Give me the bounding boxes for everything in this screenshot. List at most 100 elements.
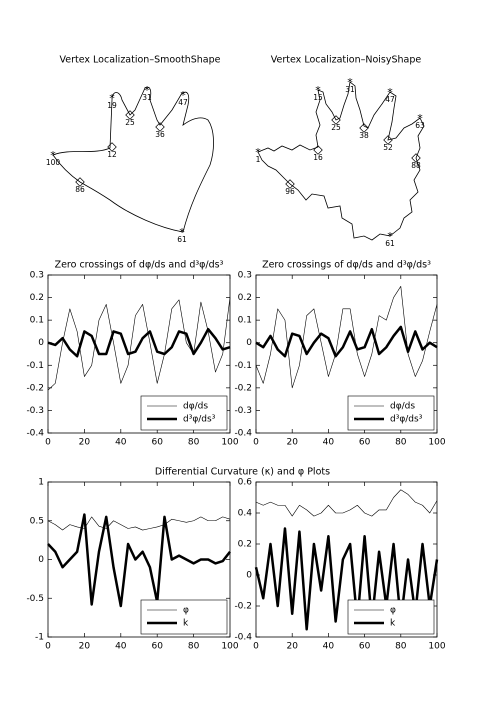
series-line xyxy=(47,297,231,391)
vertex-label: 19 xyxy=(107,101,117,110)
x-tick-label: 20 xyxy=(286,642,298,652)
vertex-label: 1 xyxy=(256,155,261,164)
x-tick-label: 20 xyxy=(79,438,91,448)
y-tick-label: 0.2 xyxy=(238,293,252,303)
vertex-diamond xyxy=(155,122,165,132)
vertex-star: * xyxy=(347,76,353,89)
y-tick-label: -0.5 xyxy=(26,594,44,604)
y-tick-label: -0.2 xyxy=(26,383,44,393)
diagram-title: Vertex Localization–NoisyShape xyxy=(271,55,422,66)
x-tick-label: 80 xyxy=(188,438,200,448)
vertex-label: 100 xyxy=(46,158,61,167)
vertex-diamond xyxy=(75,177,85,187)
axes-box xyxy=(255,274,438,434)
y-tick-label: 0 xyxy=(246,338,252,348)
y-tick-label: -1 xyxy=(35,633,44,643)
vertex-star: * xyxy=(144,84,150,97)
chart-title: Differential Curvature (κ) and φ Plots xyxy=(155,467,330,478)
x-tick-label: 100 xyxy=(221,642,238,652)
legend-box xyxy=(140,599,228,635)
x-tick-label: 80 xyxy=(188,642,200,652)
series-line xyxy=(47,327,231,358)
legend-label: k xyxy=(390,619,396,629)
y-tick-label: 1 xyxy=(38,478,44,488)
y-tick-label: 0 xyxy=(246,571,252,581)
x-tick-label: 40 xyxy=(115,642,127,652)
x-tick-label: 100 xyxy=(221,438,238,448)
x-tick-label: 40 xyxy=(115,438,127,448)
y-tick-label: 0.4 xyxy=(238,509,253,519)
legend-label: d³φ/ds³ xyxy=(390,415,423,425)
legend-label: k xyxy=(183,619,189,629)
vertex-label: 47 xyxy=(385,95,395,104)
y-tick-label: 0.3 xyxy=(238,271,252,281)
y-tick-label: 0 xyxy=(38,555,44,565)
vertex-label: 25 xyxy=(125,118,135,127)
legend-box xyxy=(347,599,435,635)
vertex-diamond xyxy=(125,110,135,120)
y-tick-label: 0.2 xyxy=(238,540,252,550)
series-line xyxy=(255,489,438,517)
axes-box xyxy=(47,274,231,434)
vertex-diamond xyxy=(313,145,323,155)
x-tick-label: 20 xyxy=(286,438,298,448)
y-tick-label: -0.4 xyxy=(234,429,252,439)
y-tick-label: -0.1 xyxy=(26,361,44,371)
vertex-star: * xyxy=(109,92,115,105)
vertex-star: * xyxy=(179,226,185,239)
vertex-star: * xyxy=(387,86,393,99)
x-tick-label: 60 xyxy=(151,642,163,652)
vertex-label: 25 xyxy=(331,123,341,132)
legend-label: d³φ/ds³ xyxy=(183,415,216,425)
legend-label: dφ/ds xyxy=(183,402,208,412)
vertex-label: 15 xyxy=(313,93,323,102)
x-tick-label: 0 xyxy=(45,642,51,652)
vertex-label: 31 xyxy=(142,93,152,102)
y-tick-label: 0.3 xyxy=(30,271,44,281)
vertex-label: 47 xyxy=(178,98,188,107)
series-line xyxy=(255,285,438,389)
x-tick-label: 0 xyxy=(45,438,51,448)
vertex-label: 96 xyxy=(285,187,295,196)
x-tick-label: 60 xyxy=(359,642,371,652)
series-line xyxy=(47,516,231,531)
y-tick-label: -0.3 xyxy=(26,406,44,416)
vertex-label: 61 xyxy=(385,239,395,248)
y-tick-label: -0.4 xyxy=(234,633,252,643)
smooth-hand-outline xyxy=(52,86,214,233)
legend-box xyxy=(140,395,228,431)
vertex-label: 86 xyxy=(75,185,85,194)
x-tick-label: 100 xyxy=(428,642,445,652)
legend-label: φ xyxy=(390,606,396,616)
x-tick-label: 40 xyxy=(323,438,335,448)
y-tick-label: 0.5 xyxy=(30,516,44,526)
legend-box xyxy=(347,395,435,431)
y-tick-label: 0.2 xyxy=(30,293,44,303)
diagram-title: Vertex Localization–SmoothShape xyxy=(60,55,221,66)
vertex-label: 52 xyxy=(383,143,393,152)
vertex-label: 38 xyxy=(359,131,369,140)
vertex-label: 61 xyxy=(177,235,187,244)
y-tick-label: 0 xyxy=(38,338,44,348)
y-tick-label: -0.2 xyxy=(234,383,252,393)
vertex-label: 16 xyxy=(313,153,323,162)
y-tick-label: -0.3 xyxy=(234,406,252,416)
y-tick-label: 0.1 xyxy=(30,316,44,326)
legend-label: φ xyxy=(183,606,189,616)
series-line xyxy=(255,325,438,358)
vertex-label: 88 xyxy=(411,161,421,170)
vertex-diamond xyxy=(359,123,369,133)
x-tick-label: 40 xyxy=(323,642,335,652)
vertex-label: 31 xyxy=(345,85,355,94)
y-tick-label: -0.2 xyxy=(234,602,252,612)
y-tick-label: 0.1 xyxy=(238,316,252,326)
x-tick-label: 60 xyxy=(151,438,163,448)
vertex-star: * xyxy=(387,230,393,243)
vertex-diamond xyxy=(383,135,393,145)
y-tick-label: -0.4 xyxy=(26,429,44,439)
vertex-diamond xyxy=(411,153,421,163)
y-tick-label: -0.1 xyxy=(234,361,252,371)
vertex-star: * xyxy=(417,112,423,125)
vertex-star: * xyxy=(180,89,186,102)
